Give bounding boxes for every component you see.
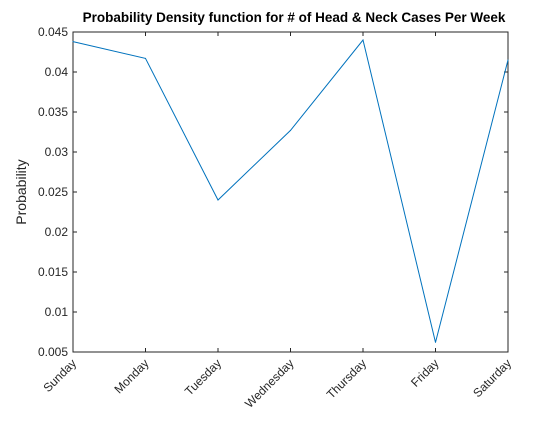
chart-title: Probability Density function for # of He… [83,10,506,25]
data-point [363,40,364,41]
y-tick-label: 0.01 [45,305,69,319]
y-tick-label: 0.035 [38,105,68,119]
y-tick-label: 0.045 [38,25,68,39]
y-tick-label: 0.03 [45,145,69,159]
y-tick-label: 0.025 [38,185,68,199]
plot-box [73,32,508,352]
data-point [218,200,219,201]
data-point [73,41,74,42]
y-axis-label: Probability [13,159,29,224]
y-tick-label: 0.04 [45,65,69,79]
data-point [290,130,291,131]
y-tick-label: 0.02 [45,225,69,239]
y-tick-label: 0.005 [38,345,68,359]
data-point [145,58,146,59]
data-point [435,342,436,343]
y-tick-label: 0.015 [38,265,68,279]
data-point [508,60,509,61]
